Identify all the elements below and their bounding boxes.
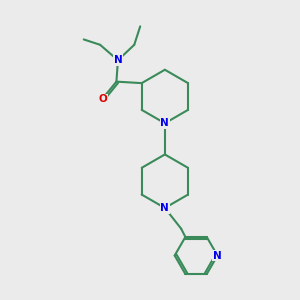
Text: O: O [99,94,107,104]
Text: N: N [160,118,169,128]
Text: N: N [160,203,169,213]
Text: N: N [113,55,122,65]
Text: N: N [213,250,222,260]
